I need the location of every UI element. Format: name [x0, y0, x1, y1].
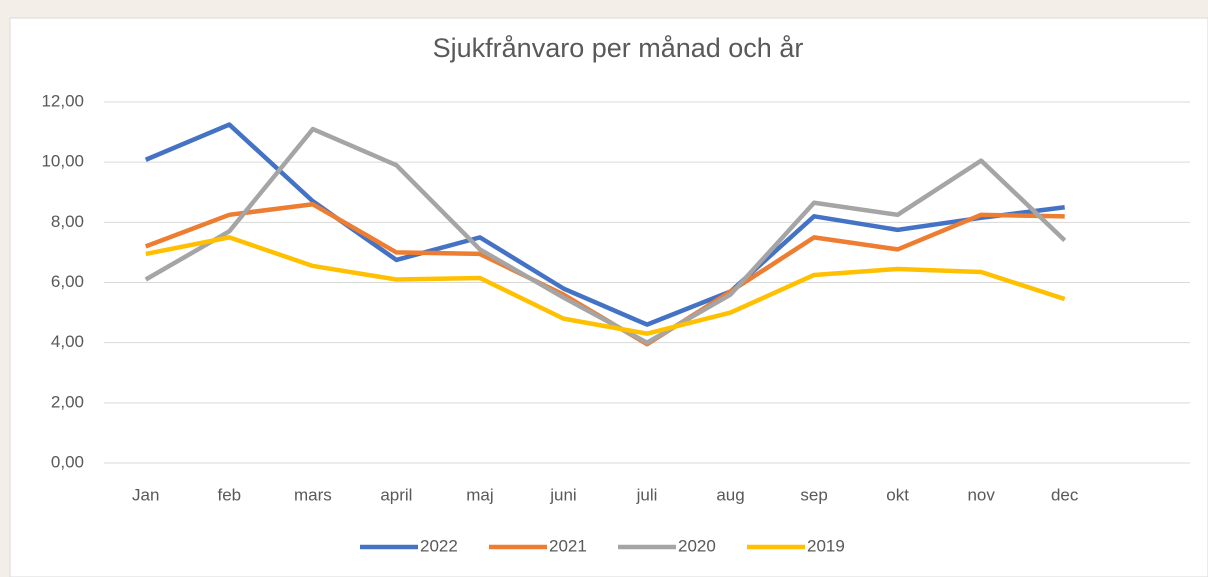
- y-tick-label: 6,00: [51, 272, 84, 291]
- x-tick-label: juni: [549, 485, 576, 504]
- line-series: [144, 122, 1065, 327]
- x-tick-label: sep: [800, 485, 827, 504]
- y-tick-label: 2,00: [51, 392, 84, 411]
- line-series: [145, 235, 1066, 336]
- x-tick-label: aug: [716, 485, 744, 504]
- y-tick-label: 0,00: [51, 452, 84, 471]
- legend-label: 2020: [678, 536, 716, 555]
- x-tick-label: mars: [294, 485, 332, 504]
- x-tick-label: maj: [466, 485, 493, 504]
- x-tick-label: dec: [1051, 485, 1079, 504]
- chart-panel: [9, 17, 1208, 577]
- x-tick-label: Jan: [132, 485, 159, 504]
- line-series: [144, 126, 1067, 345]
- y-tick-label: 10,00: [41, 152, 84, 171]
- x-tick-label: april: [380, 485, 412, 504]
- y-tick-label: 4,00: [51, 332, 84, 351]
- x-tick-label: feb: [217, 485, 241, 504]
- chart-title: Sjukfrånvaro per månad och år: [433, 33, 804, 63]
- legend-label: 2022: [420, 536, 458, 555]
- legend-label: 2021: [549, 536, 587, 555]
- y-tick-label: 12,00: [41, 91, 84, 110]
- x-tick-label: juli: [636, 485, 658, 504]
- x-tick-label: nov: [967, 485, 995, 504]
- legend-label: 2019: [807, 536, 845, 555]
- y-tick-label: 8,00: [51, 212, 84, 231]
- x-tick-label: okt: [886, 485, 909, 504]
